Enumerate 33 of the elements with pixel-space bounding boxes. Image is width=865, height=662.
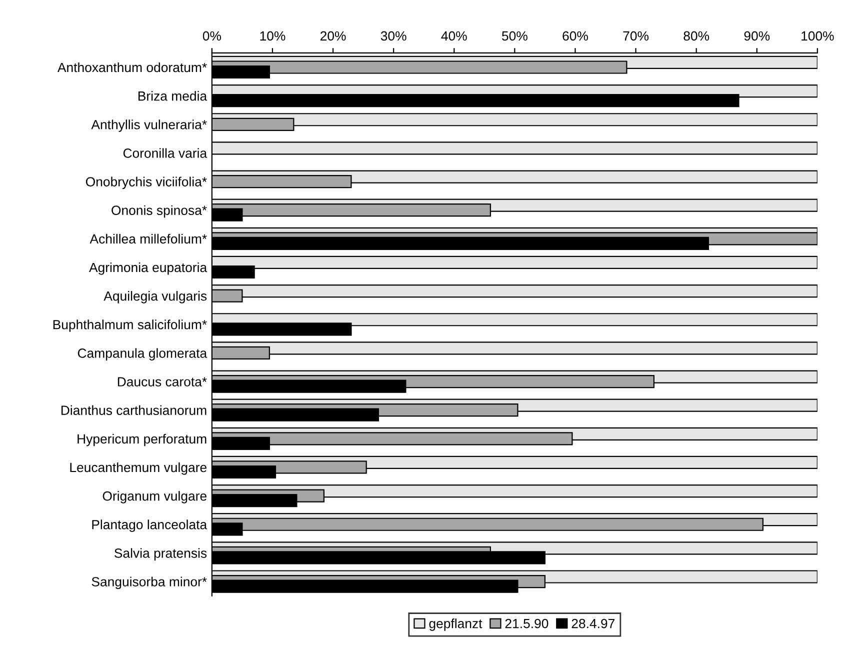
x-tick-label: 10% [260, 31, 286, 41]
y-tick-label: Campanula glomerata [78, 348, 208, 360]
x-tick-label: 100% [802, 31, 834, 41]
y-tick-label: Origanum vulgare [102, 491, 206, 504]
y-tick-label: Anthoxanthum odoratum* [57, 62, 207, 72]
y-tick-label: Sanguisorba minor* [92, 576, 207, 590]
y-tick-label: Buphthalmum salicifolium* [53, 320, 207, 332]
legend-label: 28.4.97 [572, 618, 614, 628]
y-tick-label: Hypericum perforatum [78, 434, 206, 446]
x-tick-label: 70% [623, 31, 649, 41]
y-tick-label: Daucus carota* [118, 377, 207, 386]
y-tick-label: Briza media [138, 91, 208, 101]
legend-label: gepflanzt [429, 618, 482, 631]
y-tick-label: Aquilegia vulgaris [104, 291, 207, 304]
y-tick-label: Agrimonia eupatoria [89, 262, 208, 275]
x-tick-label: 60% [562, 31, 588, 41]
y-tick-label: Dianthus carthusianorum [61, 405, 206, 415]
y-tick-label: Onobrychis viciifolia* [86, 176, 207, 190]
y-tick-label: Salvia pratensis [114, 548, 207, 560]
y-tick-label: Anthyllis vulneraria* [91, 120, 207, 132]
x-tick-label: 90% [744, 31, 770, 41]
x-tick-label: 20% [320, 31, 346, 41]
x-tick-label: 30% [380, 31, 406, 41]
y-tick-label: Plantago lanceolata [92, 520, 208, 532]
y-tick-label: Coronilla varia [123, 148, 208, 158]
y-tick-label: Ononis spinosa* [112, 205, 207, 218]
y-tick-label: Achillea millefolium* [90, 234, 207, 244]
x-tick-label: 40% [441, 31, 467, 41]
x-tick-label: 0% [202, 31, 221, 41]
x-tick-label: 80% [684, 31, 710, 41]
x-tick-label: 50% [502, 31, 528, 41]
y-tick-label: Leucanthemum vulgare [70, 462, 206, 475]
legend-label: 21.5.90 [505, 618, 548, 628]
